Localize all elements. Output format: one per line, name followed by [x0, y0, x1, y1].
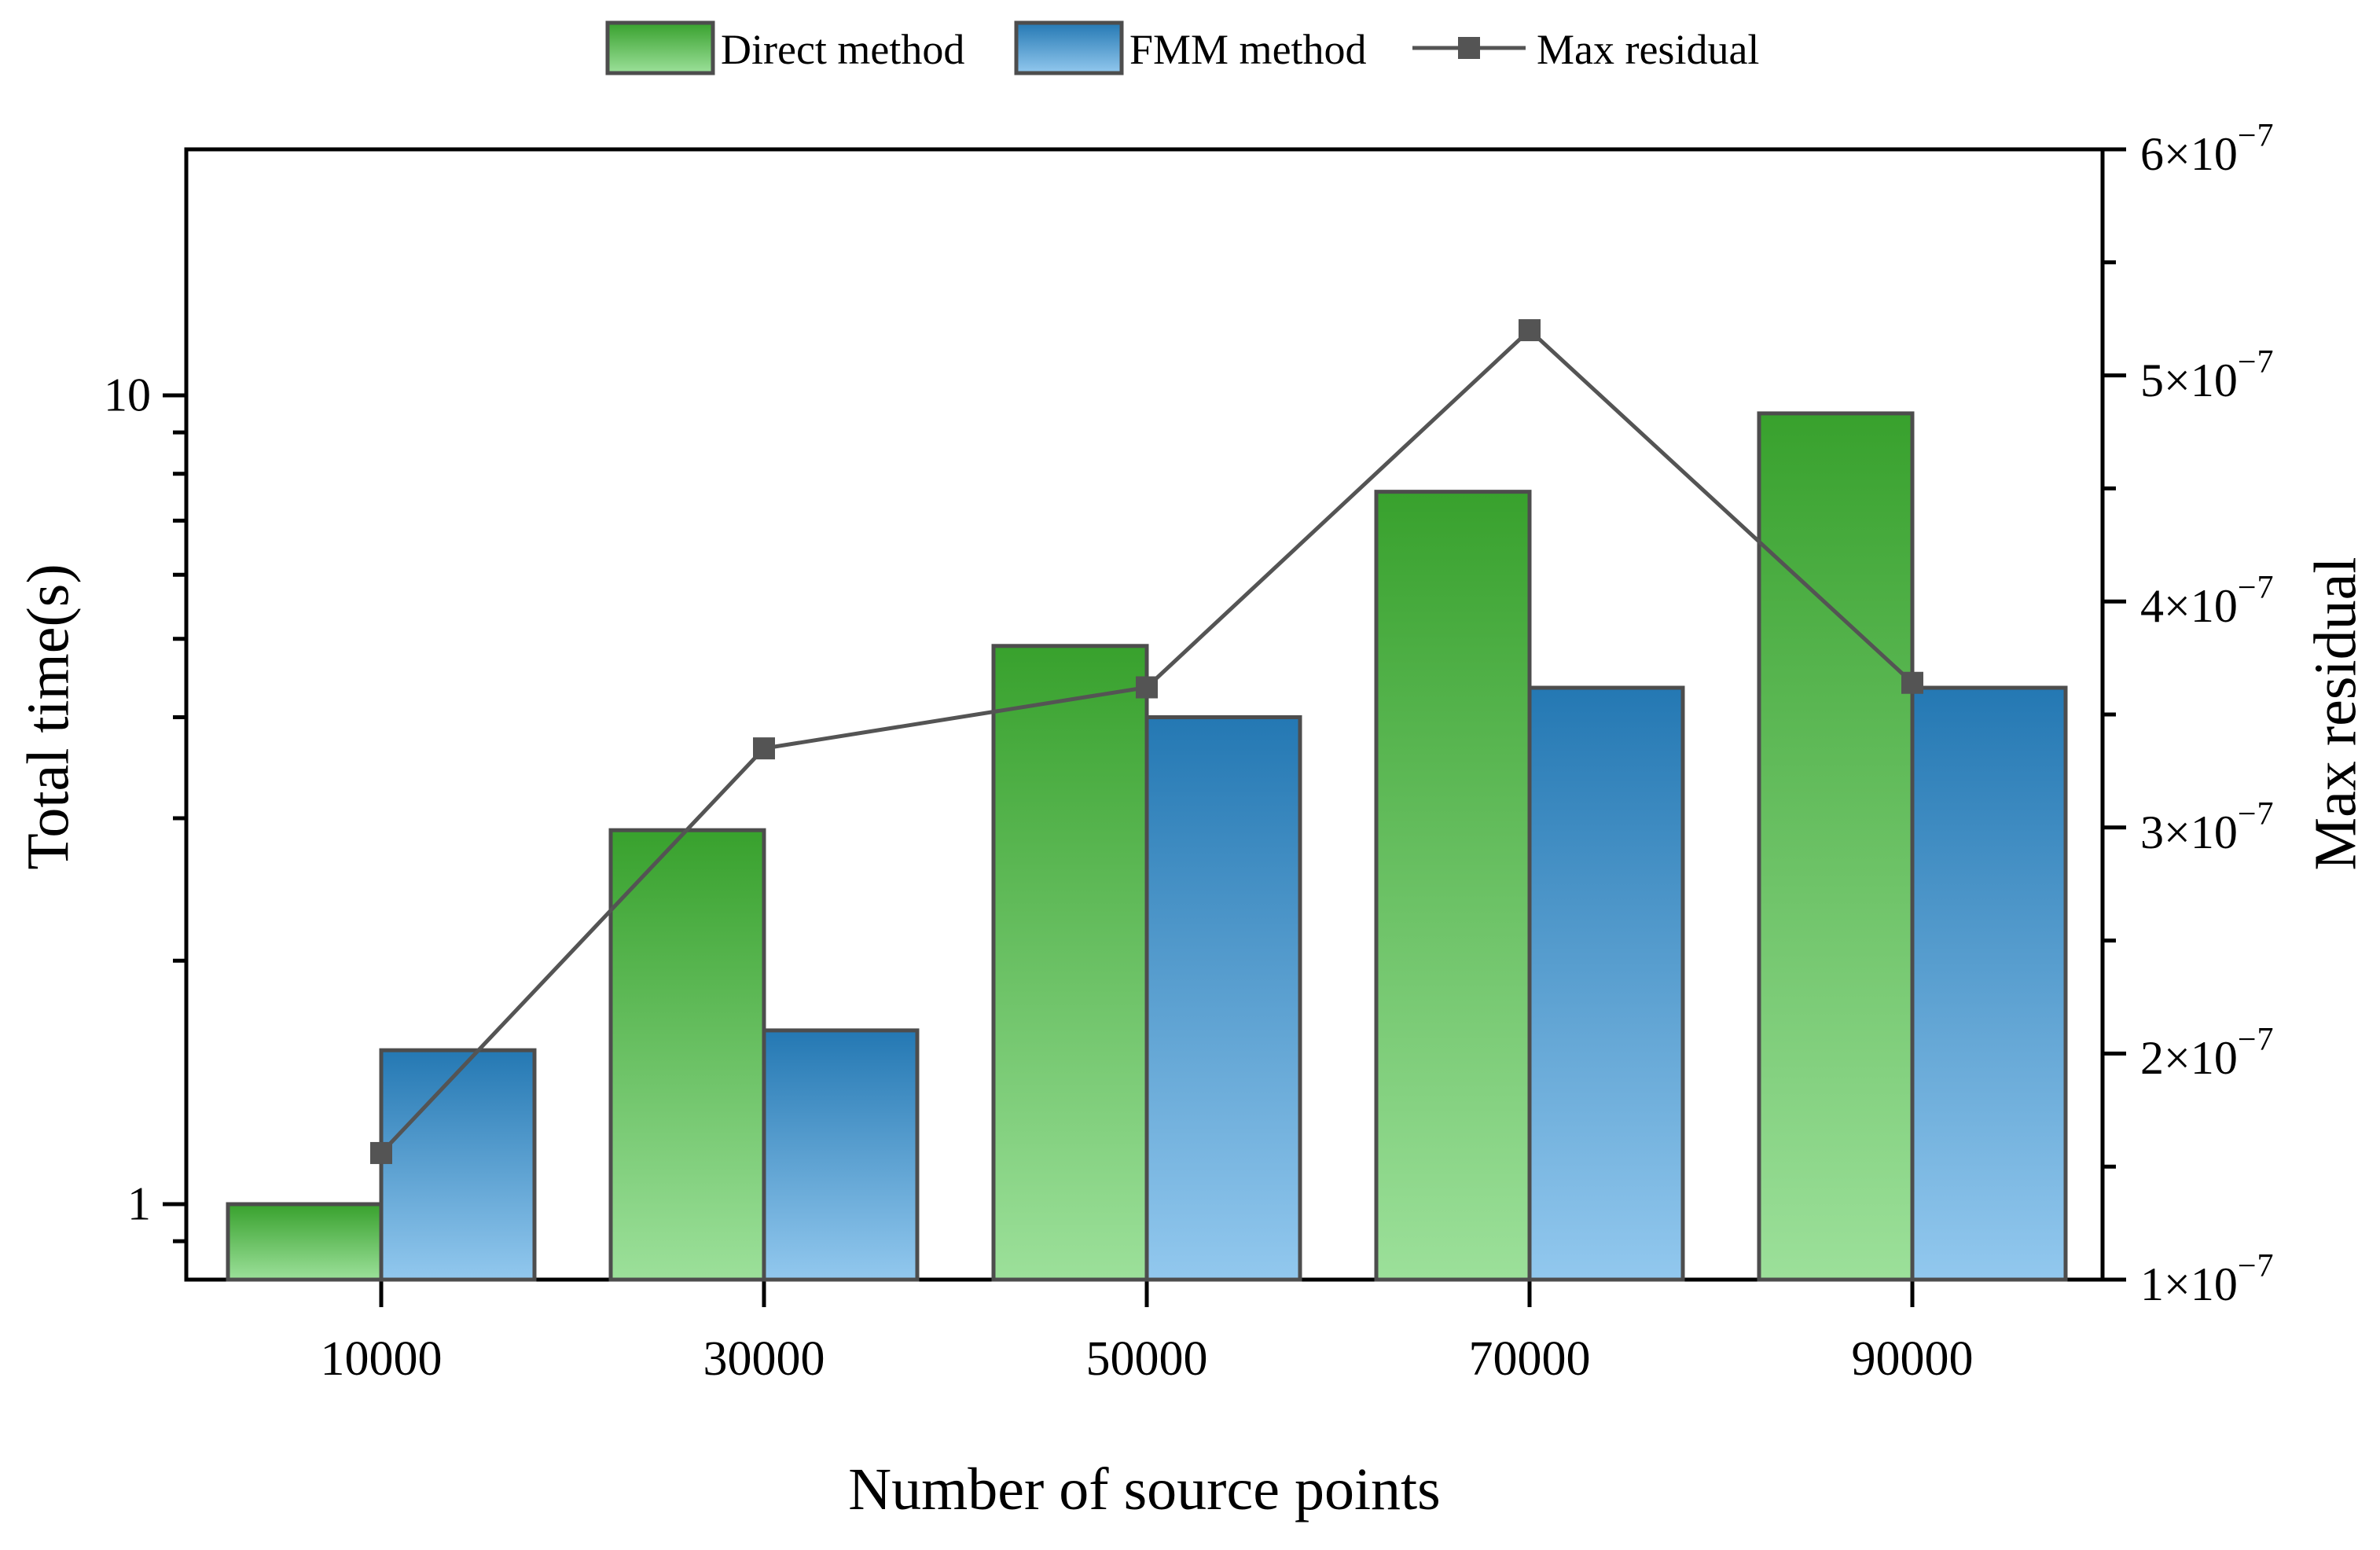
bar-fmm-30000: [762, 1028, 920, 1282]
x-tick-label: 30000: [703, 1332, 825, 1386]
right-tick-label: 4×10−7: [2140, 570, 2275, 633]
left-tick-label: 10: [104, 369, 151, 421]
left-axis-title: Total time(s): [15, 564, 82, 870]
x-tick-label: 90000: [1851, 1332, 1974, 1386]
right-tick-label: 3×10−7: [2140, 795, 2275, 858]
bar-direct-10000: [226, 1202, 384, 1282]
bar-direct-70000: [1374, 490, 1532, 1282]
x-tick-label: 50000: [1085, 1332, 1208, 1386]
left-tick-label: 1: [127, 1177, 151, 1230]
legend-marker-max-residual: [1458, 37, 1480, 59]
legend-label-direct-method: Direct method: [721, 26, 965, 73]
bar-direct-30000: [608, 828, 766, 1282]
right-tick-label: 5×10−7: [2140, 343, 2275, 406]
right-tick-label: 6×10−7: [2140, 118, 2275, 180]
right-axis-title: Max residual: [2302, 556, 2369, 871]
bar-fmm-70000: [1527, 685, 1685, 1282]
residual-marker-70000: [1519, 319, 1541, 342]
bar-fmm-50000: [1144, 714, 1302, 1282]
legend-swatch-fmm-method: [1014, 20, 1124, 75]
residual-marker-10000: [370, 1141, 392, 1164]
legend-swatch-direct-method: [605, 20, 715, 75]
x-tick-label: 70000: [1468, 1332, 1591, 1386]
legend-label-fmm-method: FMM method: [1129, 26, 1367, 73]
bar-direct-90000: [1757, 411, 1915, 1282]
residual-marker-30000: [753, 737, 775, 760]
bar-direct-50000: [991, 644, 1149, 1282]
right-tick-label: 2×10−7: [2140, 1022, 2275, 1085]
x-axis-title: Number of source points: [848, 1456, 1441, 1522]
right-tick-label: 1×10−7: [2140, 1248, 2275, 1310]
x-tick-label: 10000: [320, 1332, 443, 1386]
legend-label-max-residual: Max residual: [1537, 26, 1760, 73]
bar-fmm-90000: [1910, 685, 2068, 1282]
bar-fmm-10000: [379, 1048, 537, 1282]
residual-marker-90000: [1901, 671, 1923, 694]
residual-marker-50000: [1136, 676, 1158, 699]
